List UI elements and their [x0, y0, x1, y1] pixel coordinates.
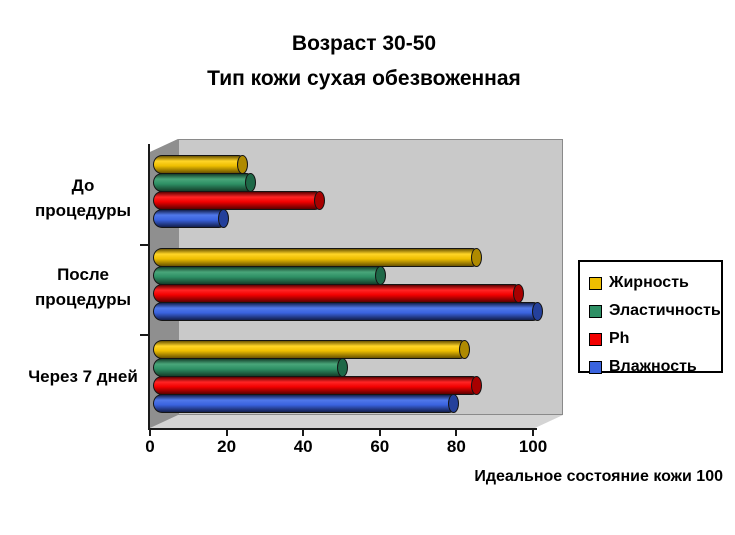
chart-title-line-1: Возраст 30-50: [291, 32, 437, 55]
bar-vlazhnost-cat2: [153, 302, 543, 321]
chart-title-line-2: Тип кожи сухая обезвоженная: [207, 67, 521, 90]
bar-cylinder-body: [153, 302, 542, 321]
value-axis-tick: [149, 429, 151, 436]
bar-cylinder-cap: [314, 191, 325, 210]
category-label-cat1: До процедуры: [13, 173, 153, 223]
legend-item-elastichnost: Эластичность: [589, 297, 721, 325]
category-axis-line: [148, 144, 150, 430]
bar-cylinder-cap: [245, 173, 256, 192]
legend-swatch-zhirnost: [589, 276, 602, 290]
value-axis-tick: [455, 429, 458, 436]
value-axis-tick: [532, 429, 534, 436]
bar-vlazhnost-cat3: [153, 394, 459, 413]
bar-cylinder-cap: [471, 248, 482, 267]
category-label-line: После: [57, 265, 109, 284]
bar-elastichnost-cat2: [153, 266, 386, 285]
bar-cylinder-body: [153, 173, 255, 192]
value-axis-tick-label: 0: [145, 437, 155, 456]
category-label-cat2: После процедуры: [13, 262, 153, 312]
legend-swatch-elastichnost: [589, 304, 602, 318]
value-axis-tick-label: 40: [293, 437, 313, 456]
value-axis-tick: [378, 429, 381, 436]
bar-cylinder-body: [153, 248, 481, 267]
bar-cylinder-body: [153, 340, 469, 359]
category-axis-tick: [140, 244, 149, 246]
bar-elastichnost-cat1: [153, 173, 256, 192]
value-axis-line: [148, 428, 537, 430]
bar-cylinder-body: [153, 358, 347, 377]
bar-cylinder-body: [153, 209, 228, 228]
value-axis-tick-label: 20: [217, 437, 237, 456]
legend-item-vlazhnost: Влажность: [589, 353, 721, 381]
bar-cylinder-cap: [218, 209, 229, 228]
value-axis-tick-label: 80: [446, 437, 466, 456]
bar-cylinder-cap: [532, 302, 543, 321]
bar-zhirnost-cat3: [153, 340, 470, 359]
legend-label: Влажность: [609, 358, 697, 375]
value-axis-tick-label: 100: [518, 437, 548, 456]
category-label-line: Через 7 дней: [28, 367, 138, 386]
value-axis-tick: [302, 429, 305, 436]
legend-swatch-vlazhnost: [589, 360, 602, 374]
bar-cylinder-body: [153, 284, 523, 303]
chart-title: Возраст 30-50 Тип кожи сухая обезвоженна…: [0, 26, 728, 96]
bar-ph-cat2: [153, 284, 524, 303]
legend-label: Жирность: [609, 274, 689, 291]
legend-item-zhirnost: Жирность: [589, 269, 721, 297]
bar-cylinder-cap: [471, 376, 482, 395]
bar-zhirnost-cat2: [153, 248, 482, 267]
bar-ph-cat1: [153, 191, 325, 210]
category-label-line: процедуры: [34, 290, 132, 309]
plot-floor: [150, 415, 563, 428]
legend-label: Эластичность: [609, 302, 721, 319]
bar-cylinder-cap: [448, 394, 459, 413]
bar-zhirnost-cat1: [153, 155, 248, 174]
bar-cylinder-body: [153, 155, 247, 174]
value-axis-caption: Идеальное состояние кожи 100: [474, 468, 723, 485]
bar-cylinder-body: [153, 394, 458, 413]
category-axis-tick: [140, 334, 149, 336]
value-axis-tick-label: 60: [370, 437, 390, 456]
value-axis-tick: [225, 429, 228, 436]
bar-cylinder-body: [153, 266, 385, 285]
bar-cylinder-body: [153, 191, 324, 210]
bar-vlazhnost-cat1: [153, 209, 229, 228]
legend: Жирность Эластичность Ph Влажность: [578, 260, 723, 375]
legend-swatch-ph: [589, 332, 602, 346]
bar-cylinder-cap: [237, 155, 248, 174]
bar-cylinder-body: [153, 376, 481, 395]
bar-cylinder-cap: [513, 284, 524, 303]
bar-ph-cat3: [153, 376, 482, 395]
category-label-line: До: [71, 176, 95, 195]
category-label-line: процедуры: [34, 201, 132, 220]
bar-elastichnost-cat3: [153, 358, 348, 377]
bar-cylinder-cap: [459, 340, 470, 359]
bar-cylinder-cap: [375, 266, 386, 285]
legend-item-ph: Ph: [589, 325, 721, 353]
legend-label: Ph: [609, 330, 630, 347]
bar-cylinder-cap: [337, 358, 348, 377]
category-label-cat3: Через 7 дней: [13, 364, 153, 389]
